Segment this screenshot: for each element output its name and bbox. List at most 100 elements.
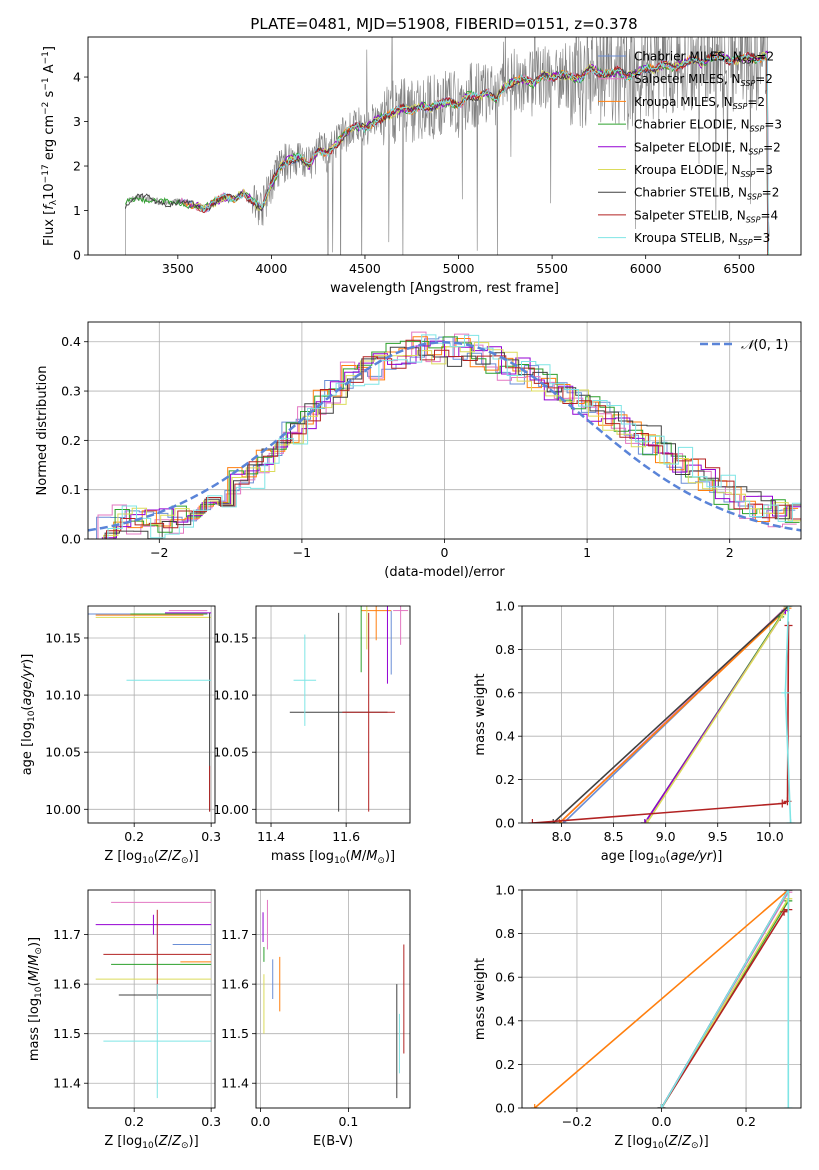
x-tick-label: 4500 xyxy=(349,261,381,276)
y-tick-label: 4 xyxy=(73,70,81,85)
cumulative-weight-9 xyxy=(660,890,790,1108)
y-tick-label: 0.6 xyxy=(495,685,515,700)
legend-entry-4: Chabrier ELODIE, NSSP=3 xyxy=(634,118,782,134)
legend-entry-2: Salpeter MILES, NSSP=2 xyxy=(634,72,773,88)
weight-marker xyxy=(530,1104,539,1108)
y-tick-label: 11.7 xyxy=(221,927,249,942)
histogram-6 xyxy=(89,342,801,539)
axes-frame xyxy=(255,605,411,824)
weight-marker xyxy=(786,819,795,823)
weight-marker xyxy=(780,907,789,916)
weight-marker xyxy=(549,819,558,823)
residuals-plot-area xyxy=(88,331,801,539)
x-tick-label: −1 xyxy=(293,545,311,560)
errorbar-point-8 xyxy=(342,612,395,812)
x-tick-label: 10.0 xyxy=(756,829,784,844)
weight-marker xyxy=(657,1104,666,1108)
weight-marker xyxy=(778,799,787,808)
panel-spectrum: 3500 4000 4500 5000 5500 6000 6500 0 1 2 3 4 wavelen… xyxy=(41,36,802,296)
histogram-7 xyxy=(90,346,801,539)
errorbar-point-5 xyxy=(95,914,212,935)
weight-vs-z-plot-area xyxy=(530,890,793,1108)
age-vs-mass-plot-area xyxy=(289,606,409,812)
y-axis-label: mass weight xyxy=(473,673,488,755)
x-tick-label: 0.0 xyxy=(250,1114,270,1129)
cumulative-weight-7 xyxy=(552,606,790,823)
y-tick-label: 0.0 xyxy=(61,532,81,547)
model-spectrum-8 xyxy=(197,51,769,255)
figure-title: PLATE=0481, MJD=51908, FIBERID=0151, z=0… xyxy=(250,15,637,33)
panel-age-vs-mass: 11.4 11.6 10.00 10.05 10.10 10.15 mass [log10(… xyxy=(213,605,411,866)
y-tick-label: 0.6 xyxy=(495,970,515,985)
age-vs-z-plot-area xyxy=(88,610,212,812)
y-tick-label: 0.1 xyxy=(61,482,81,497)
y-tick-label: 0.2 xyxy=(495,772,515,787)
x-tick-label: 0.3 xyxy=(201,1114,221,1129)
x-tick-label: 4000 xyxy=(255,261,287,276)
axes-frame xyxy=(87,321,802,540)
x-axis-label: wavelength [Angstrom, rest frame] xyxy=(330,281,559,296)
errorbar-point-3 xyxy=(361,606,392,641)
x-tick-label: 1 xyxy=(583,545,591,560)
y-tick-label: 10.15 xyxy=(45,630,81,645)
axes-frame xyxy=(87,889,216,1109)
y-tick-label: 1.0 xyxy=(495,599,515,614)
x-tick-label: 8.0 xyxy=(552,829,572,844)
panel-age-vs-z: 0.2 0.3 10.00 10.05 10.10 10.15 Z [log10(Z/Z⊙)… xyxy=(20,605,221,866)
y-tick-label: 0.0 xyxy=(495,1101,515,1116)
y-tick-label: 10.10 xyxy=(213,688,249,703)
x-tick-label: 0.0 xyxy=(652,1114,672,1129)
panel-mass-vs-z: 0.2 0.3 11.4 11.5 11.6 11.7 Z [log10(Z/Z⊙)] mas… xyxy=(27,889,221,1151)
y-tick-label: 11.6 xyxy=(53,977,81,992)
x-tick-label: 5000 xyxy=(443,261,475,276)
x-tick-label: 0.3 xyxy=(201,829,221,844)
y-axis-label: age [log10(age/yr)] xyxy=(20,654,37,776)
errorbar-point-2 xyxy=(393,606,409,645)
y-tick-label: 1.0 xyxy=(495,883,515,898)
y-tick-label: 11.5 xyxy=(221,1026,249,1041)
legend-entry-9: Kroupa STELIB, NSSP=3 xyxy=(634,231,770,247)
y-tick-label: 3 xyxy=(73,114,81,129)
y-tick-label: 0.4 xyxy=(495,729,515,744)
y-tick-label: 10.10 xyxy=(45,688,81,703)
panel-weight-vs-age: 8.0 8.5 9.0 9.5 10.0 0.0 0.2 0.4 0.6 0.8 1.0 age [l… xyxy=(473,599,802,866)
y-tick-label: 0.2 xyxy=(61,433,81,448)
y-tick-label: 0.8 xyxy=(495,926,515,941)
legend-entry-8: Salpeter STELIB, NSSP=4 xyxy=(634,208,778,224)
panel-residuals: −2 −1 0 1 2 0.0 0.1 0.2 0.3 0.4 (data-model)/error… xyxy=(35,321,802,580)
x-tick-label: 0.2 xyxy=(124,829,144,844)
y-tick-label: 0.0 xyxy=(495,816,515,831)
y-tick-label: 0.4 xyxy=(61,334,81,349)
y-tick-label: 10.05 xyxy=(45,745,81,760)
x-tick-label: −2 xyxy=(150,545,168,560)
weight-marker xyxy=(528,819,537,823)
y-tick-label: 11.6 xyxy=(221,977,249,992)
x-tick-label: 0 xyxy=(441,545,449,560)
axes-frame xyxy=(87,605,216,824)
legend-entry-1: Chabrier MILES, NSSP=2 xyxy=(634,50,774,66)
mass-vs-z-plot-area xyxy=(95,901,212,1099)
weight-vs-age-plot-area xyxy=(528,606,795,823)
model-spectrum-9 xyxy=(199,53,769,255)
weight-marker xyxy=(784,890,793,894)
weight-marker xyxy=(784,1104,793,1108)
x-axis-label: age [log10(age/yr)] xyxy=(601,849,723,866)
histogram-5 xyxy=(88,340,801,539)
x-tick-label: 5500 xyxy=(536,261,568,276)
axes-frame xyxy=(87,36,802,256)
errorbar-point-9 xyxy=(103,984,212,1099)
x-axis-label: Z [log10(Z/Z⊙)] xyxy=(614,1134,708,1151)
y-tick-label: 2 xyxy=(73,159,81,174)
x-tick-label: 3500 xyxy=(162,261,194,276)
x-tick-label: 0.2 xyxy=(124,1114,144,1129)
y-tick-label: 0 xyxy=(73,248,81,263)
axes-frame xyxy=(521,889,802,1109)
panel-mass-vs-ebv: 0.0 0.1 11.4 11.5 11.6 11.7 E(B-V) xyxy=(221,889,411,1149)
y-axis-label: Flux [fλ10−17 erg cm−2 s−1 A−1] xyxy=(41,46,59,246)
x-axis-label: (data-model)/error xyxy=(384,565,505,580)
x-axis-label: E(B-V) xyxy=(313,1134,353,1149)
x-tick-label: −0.2 xyxy=(562,1114,592,1129)
x-tick-label: 8.5 xyxy=(604,829,624,844)
x-axis-label: Z [log10(Z/Z⊙)] xyxy=(104,849,198,866)
y-tick-label: 11.4 xyxy=(221,1076,249,1091)
